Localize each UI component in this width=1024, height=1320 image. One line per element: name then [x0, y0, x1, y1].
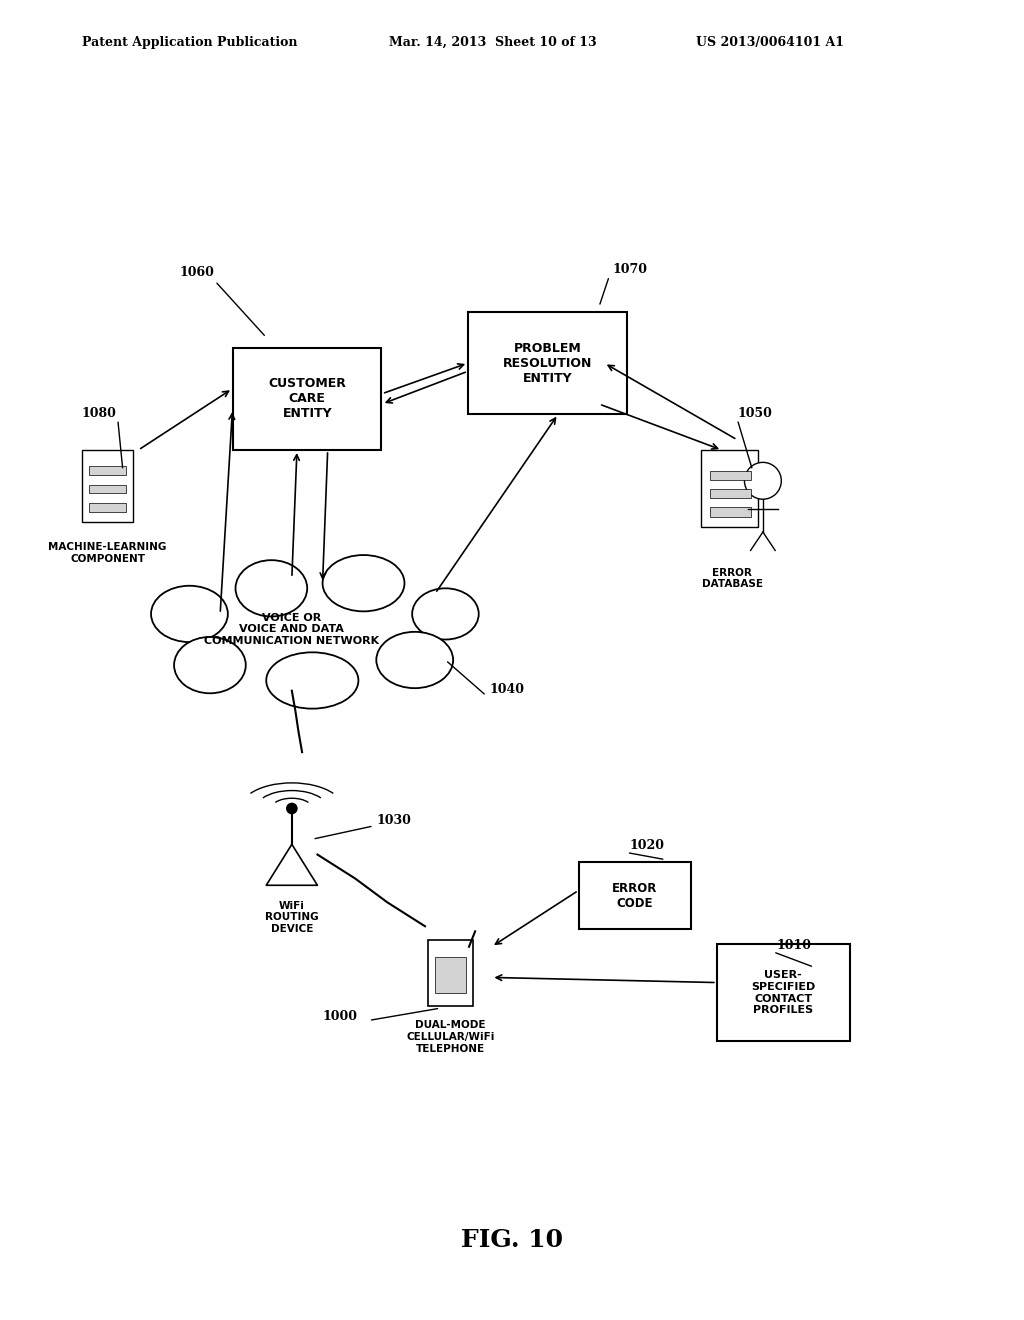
Text: 1070: 1070 [612, 263, 647, 276]
FancyBboxPatch shape [717, 944, 850, 1041]
Text: VOICE OR
VOICE AND DATA
COMMUNICATION NETWORK: VOICE OR VOICE AND DATA COMMUNICATION NE… [204, 612, 380, 645]
Text: 1010: 1010 [776, 939, 811, 952]
Bar [89, 466, 126, 475]
Text: US 2013/0064101 A1: US 2013/0064101 A1 [696, 36, 845, 49]
Bar [710, 507, 751, 516]
Bar [82, 450, 133, 521]
Bar [710, 470, 751, 479]
Text: 1080: 1080 [82, 408, 117, 420]
Text: 1020: 1020 [630, 840, 665, 853]
FancyBboxPatch shape [469, 312, 627, 414]
Text: CUSTOMER
CARE
ENTITY: CUSTOMER CARE ENTITY [268, 378, 346, 420]
Ellipse shape [377, 632, 453, 688]
Bar [710, 488, 751, 498]
Text: USER-
SPECIFIED
CONTACT
PROFILES: USER- SPECIFIED CONTACT PROFILES [752, 970, 815, 1015]
Bar [89, 484, 126, 494]
Text: 1030: 1030 [377, 814, 412, 826]
Bar [428, 940, 473, 1006]
FancyBboxPatch shape [579, 862, 691, 929]
Ellipse shape [412, 589, 479, 639]
Text: 1040: 1040 [489, 682, 524, 696]
Circle shape [287, 804, 297, 813]
Text: WiFi
ROUTING
DEVICE: WiFi ROUTING DEVICE [265, 900, 318, 933]
Text: PROBLEM
RESOLUTION
ENTITY: PROBLEM RESOLUTION ENTITY [503, 342, 593, 384]
Ellipse shape [174, 638, 246, 693]
Text: MACHINE-LEARNING
COMPONENT: MACHINE-LEARNING COMPONENT [48, 543, 167, 564]
Text: 1050: 1050 [737, 408, 772, 420]
Text: FIG. 10: FIG. 10 [461, 1229, 563, 1253]
Ellipse shape [152, 586, 227, 642]
Text: Mar. 14, 2013  Sheet 10 of 13: Mar. 14, 2013 Sheet 10 of 13 [389, 36, 597, 49]
Text: ERROR
CODE: ERROR CODE [612, 882, 657, 909]
Ellipse shape [323, 554, 404, 611]
FancyBboxPatch shape [232, 347, 381, 450]
Bar [435, 957, 466, 993]
Bar [701, 450, 758, 527]
Text: Patent Application Publication: Patent Application Publication [82, 36, 297, 49]
Ellipse shape [266, 652, 358, 709]
Text: DUAL-MODE
CELLULAR/WiFi
TELEPHONE: DUAL-MODE CELLULAR/WiFi TELEPHONE [407, 1020, 495, 1053]
Text: ERROR
DATABASE: ERROR DATABASE [701, 568, 763, 590]
Circle shape [744, 462, 781, 499]
Text: 1000: 1000 [323, 1010, 357, 1023]
Bar [89, 503, 126, 512]
Text: 1060: 1060 [179, 267, 214, 279]
Ellipse shape [236, 560, 307, 616]
